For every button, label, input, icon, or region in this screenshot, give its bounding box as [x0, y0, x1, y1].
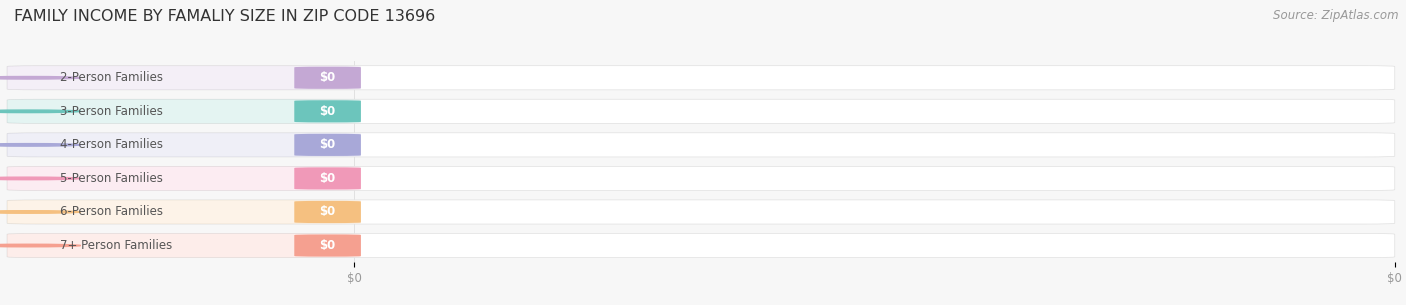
Text: $0: $0: [319, 105, 336, 118]
Circle shape: [0, 244, 80, 247]
FancyBboxPatch shape: [7, 166, 361, 191]
FancyBboxPatch shape: [294, 167, 361, 189]
Text: $0: $0: [319, 239, 336, 252]
FancyBboxPatch shape: [7, 133, 361, 157]
Circle shape: [0, 177, 80, 180]
FancyBboxPatch shape: [7, 133, 1395, 157]
FancyBboxPatch shape: [7, 66, 1395, 90]
Text: 6-Person Families: 6-Person Families: [60, 206, 163, 218]
FancyBboxPatch shape: [294, 235, 361, 257]
FancyBboxPatch shape: [294, 134, 361, 156]
FancyBboxPatch shape: [294, 100, 361, 122]
Text: 5-Person Families: 5-Person Families: [60, 172, 163, 185]
Text: $0: $0: [319, 206, 336, 218]
FancyBboxPatch shape: [7, 233, 361, 258]
Circle shape: [0, 211, 80, 213]
Circle shape: [0, 110, 80, 113]
FancyBboxPatch shape: [7, 233, 1395, 258]
Text: 3-Person Families: 3-Person Families: [60, 105, 163, 118]
Text: 7+ Person Families: 7+ Person Families: [60, 239, 172, 252]
Text: Source: ZipAtlas.com: Source: ZipAtlas.com: [1274, 9, 1399, 22]
Text: 2-Person Families: 2-Person Families: [60, 71, 163, 84]
FancyBboxPatch shape: [294, 67, 361, 89]
Circle shape: [0, 144, 80, 146]
Text: 4-Person Families: 4-Person Families: [60, 138, 163, 151]
FancyBboxPatch shape: [7, 200, 361, 224]
Text: $0: $0: [319, 71, 336, 84]
FancyBboxPatch shape: [7, 66, 361, 90]
FancyBboxPatch shape: [7, 99, 361, 124]
Text: $0: $0: [319, 138, 336, 151]
FancyBboxPatch shape: [7, 99, 1395, 124]
Text: FAMILY INCOME BY FAMALIY SIZE IN ZIP CODE 13696: FAMILY INCOME BY FAMALIY SIZE IN ZIP COD…: [14, 9, 436, 24]
Circle shape: [0, 77, 80, 79]
FancyBboxPatch shape: [294, 201, 361, 223]
FancyBboxPatch shape: [7, 166, 1395, 191]
Text: $0: $0: [319, 172, 336, 185]
FancyBboxPatch shape: [7, 200, 1395, 224]
